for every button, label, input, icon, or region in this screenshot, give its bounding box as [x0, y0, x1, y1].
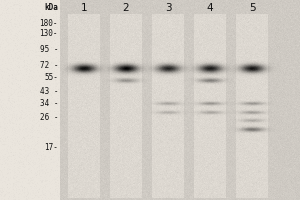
- Text: 4: 4: [207, 3, 213, 13]
- Text: 5: 5: [249, 3, 255, 13]
- Text: 43 -: 43 -: [40, 86, 58, 96]
- Text: 130-: 130-: [40, 29, 58, 38]
- Text: 95 -: 95 -: [40, 46, 58, 54]
- Text: 55-: 55-: [44, 73, 58, 82]
- Text: 34 -: 34 -: [40, 99, 58, 108]
- Text: 17-: 17-: [44, 144, 58, 152]
- Text: 26 -: 26 -: [40, 112, 58, 121]
- Text: 180-: 180-: [40, 20, 58, 28]
- Text: 3: 3: [165, 3, 171, 13]
- Text: 1: 1: [81, 3, 87, 13]
- Text: 2: 2: [123, 3, 129, 13]
- Text: kDa: kDa: [44, 3, 58, 12]
- Text: 72 -: 72 -: [40, 62, 58, 71]
